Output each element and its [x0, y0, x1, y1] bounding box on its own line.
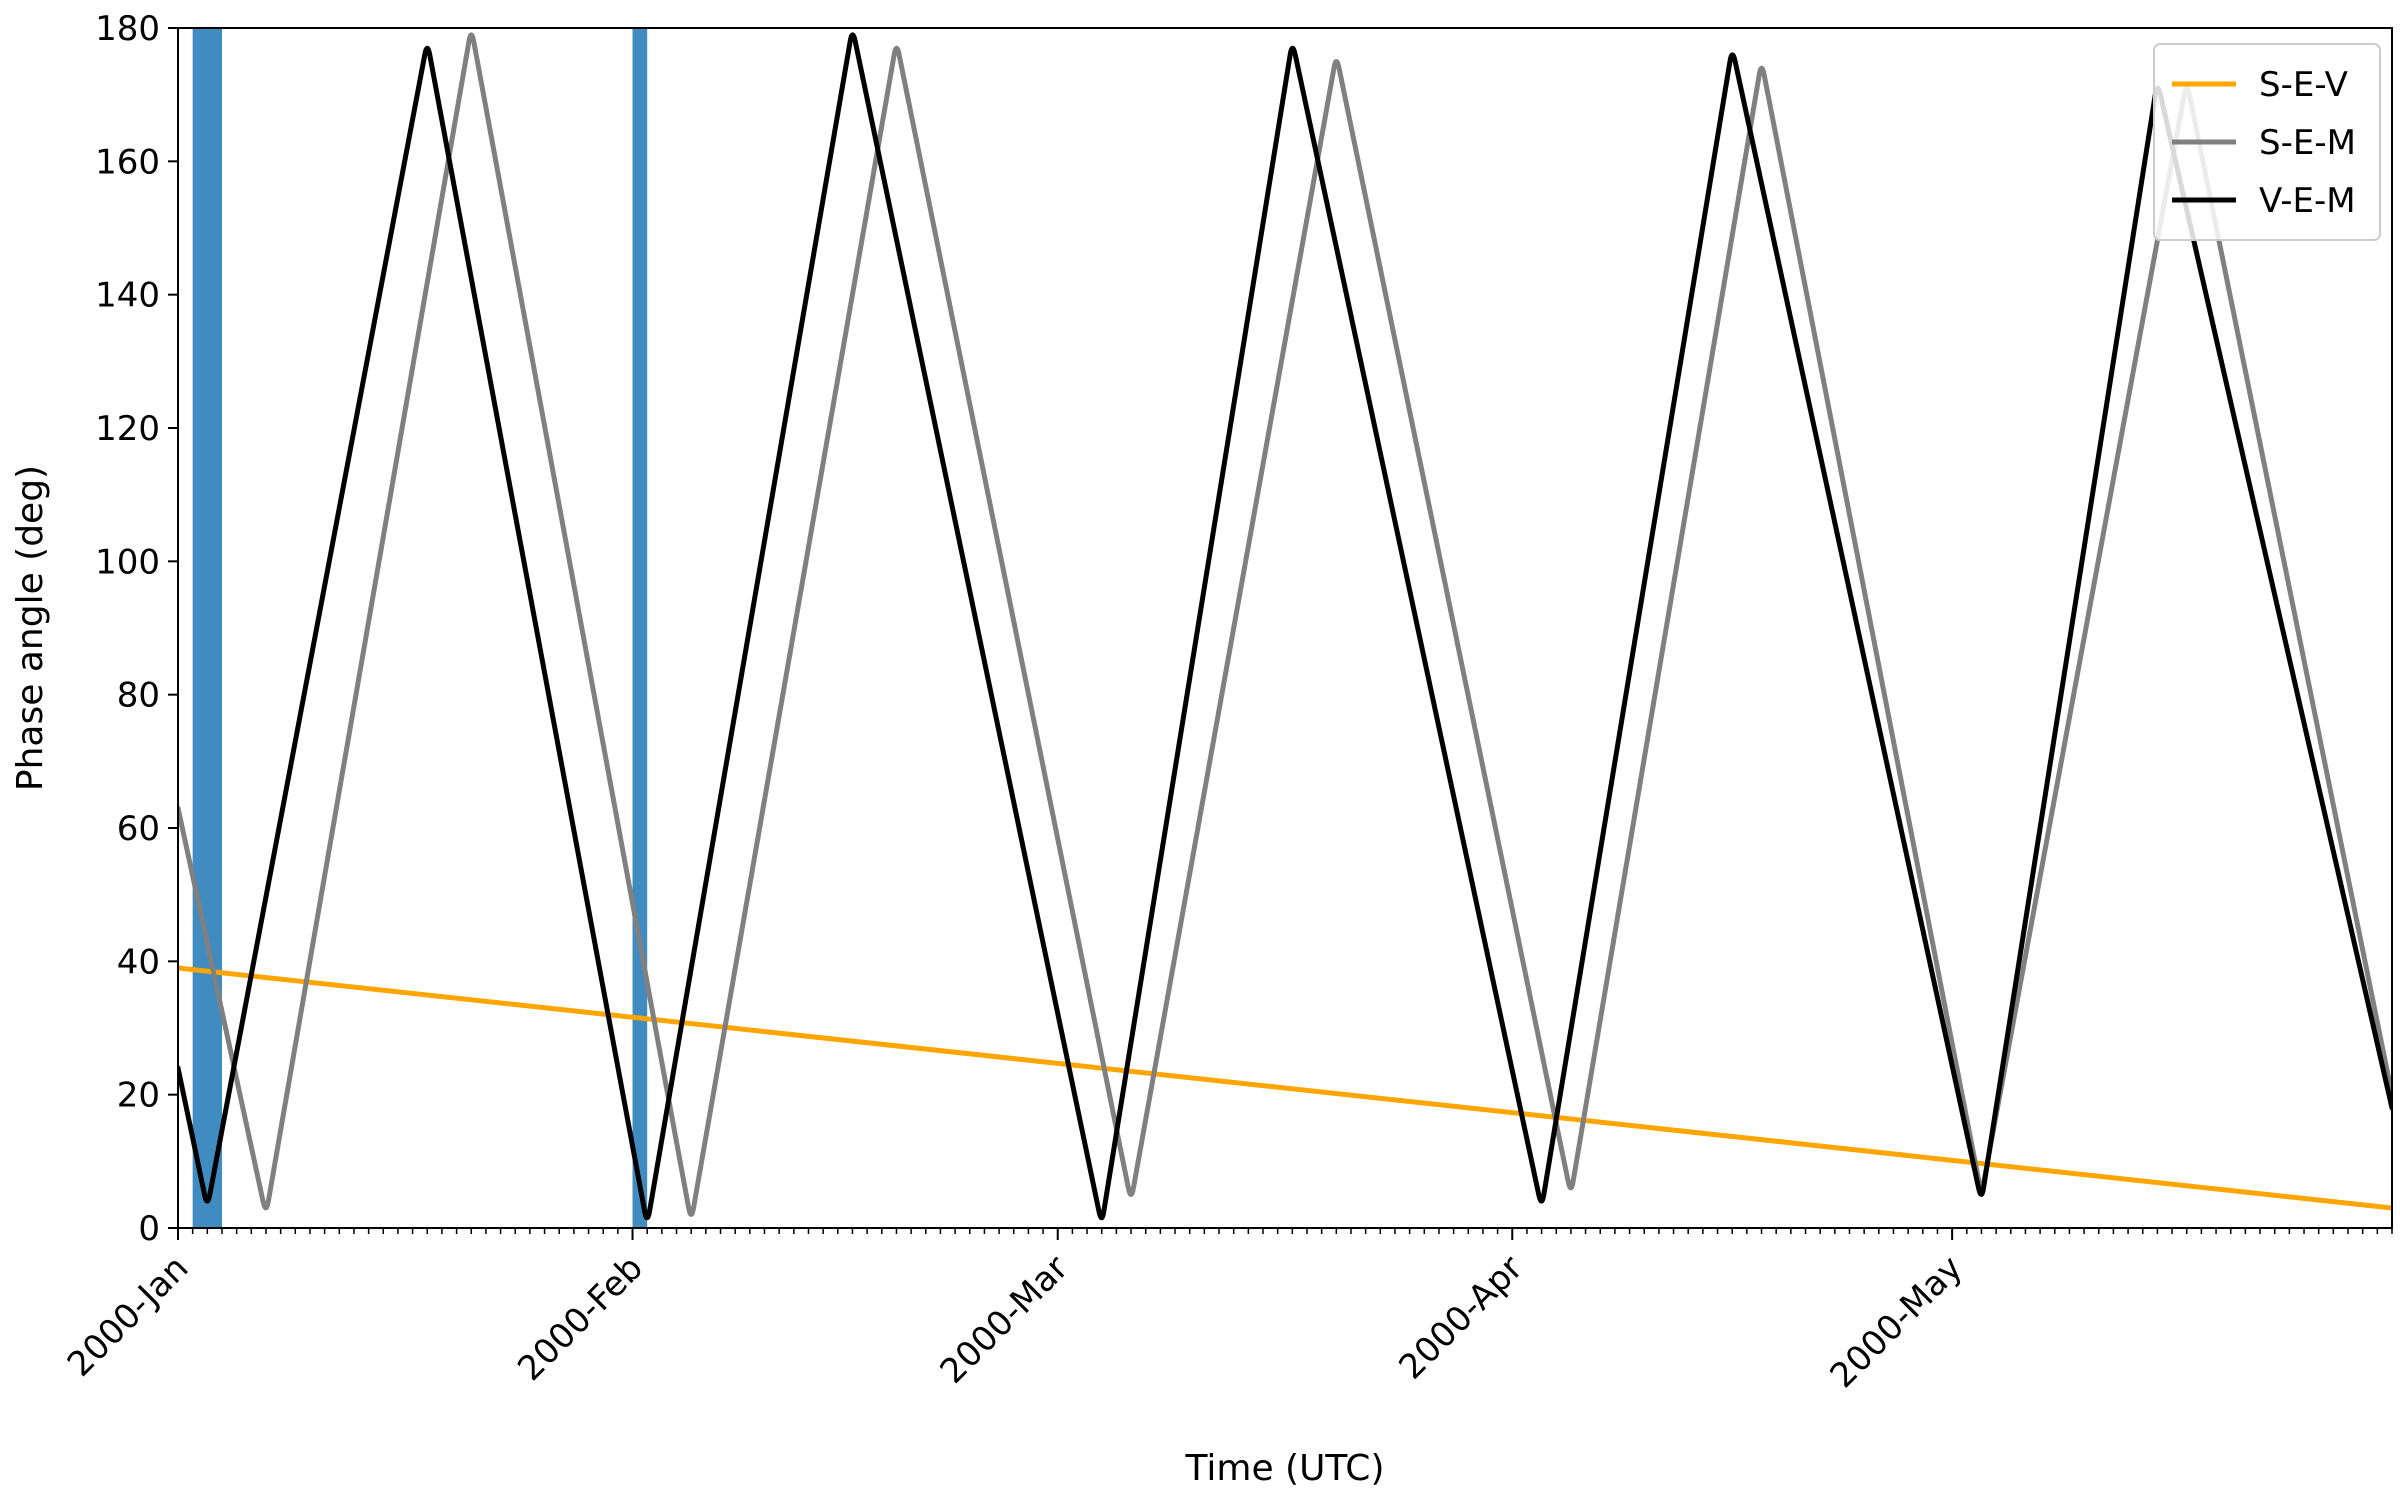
y-tick-label: 0: [138, 1209, 160, 1249]
y-tick-label: 100: [95, 542, 160, 582]
y-tick-label: 120: [95, 409, 160, 449]
legend-box: [2153, 43, 2381, 241]
series-lines: [178, 32, 2392, 1221]
y-tick-label: 160: [95, 142, 160, 182]
y-tick-label: 20: [117, 1076, 160, 1116]
y-axis-label: Phase angle (deg): [10, 465, 51, 791]
x-axis-label: Time (UTC): [1184, 1448, 1384, 1489]
plot-frame: [177, 27, 2393, 1229]
y-tick-label: 40: [117, 942, 160, 982]
legend-label-s-e-v: S-E-V: [2259, 65, 2348, 105]
shaded-interval-0: [192, 28, 222, 1228]
series-line-s-e-v: [178, 965, 2392, 1211]
y-tick-label: 140: [95, 276, 160, 316]
y-tick-label: 60: [117, 809, 160, 849]
y-tick-label: 80: [117, 676, 160, 716]
shaded-interval-1: [632, 28, 648, 1228]
legend: S-E-V S-E-M V-E-M: [2153, 43, 2381, 241]
legend-label-s-e-m: S-E-M: [2259, 123, 2356, 163]
legend-label-v-e-m: V-E-M: [2259, 181, 2356, 221]
y-tick-label: 180: [95, 9, 160, 49]
series-line-v-e-m: [178, 32, 2392, 1221]
